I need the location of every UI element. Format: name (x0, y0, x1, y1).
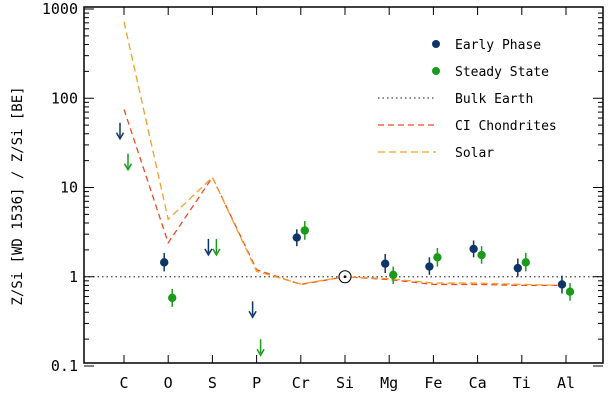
x-tick-label: Mg (380, 374, 398, 392)
early-phase-upper-limit-arrow (204, 248, 213, 257)
steady-state-point (521, 258, 530, 267)
early-phase-point (381, 259, 390, 268)
y-tick-label: 1000 (42, 0, 78, 18)
steady-state-point (433, 253, 442, 262)
legend-marker (432, 67, 440, 75)
axis-ticks: 0.1 1 10 100 1000 C O S P Cr Si Mg Fe Ca Ti Al (42, 0, 603, 392)
y-tick-label: 0.1 (51, 357, 78, 375)
legend-label: Bulk Earth (455, 92, 533, 107)
data-points (115, 122, 575, 357)
steady-state-upper-limit-arrow (256, 348, 265, 357)
steady-state-upper-limit-arrow (212, 248, 221, 257)
x-tick-label: Cr (292, 374, 310, 392)
legend-label: Solar (455, 146, 494, 161)
steady-state-point (477, 250, 486, 260)
steady-state-point (565, 287, 575, 296)
legend-marker (432, 40, 440, 48)
early-phase-point (513, 263, 522, 273)
legend-label: CI Chondrites (455, 119, 557, 134)
steady-state-point (300, 226, 309, 235)
x-tick-label: Si (336, 374, 354, 392)
solar-line (123, 21, 567, 287)
early-phase-point (292, 233, 301, 242)
early-phase-upper-limit-arrow (115, 132, 125, 141)
x-tick-label: Ca (469, 374, 487, 392)
ci-chondrites-line (123, 109, 566, 287)
x-tick-label: Al (557, 374, 575, 392)
early-phase-point (469, 244, 478, 254)
x-tick-label: P (252, 374, 261, 392)
legend-label: Early Phase (455, 38, 541, 53)
x-tick-label: C (119, 374, 128, 392)
legend: Early Phase Steady State Bulk Earth CI Chon… (378, 38, 557, 161)
x-tick-label: Fe (424, 374, 442, 392)
y-tick-label: 100 (51, 89, 78, 107)
early-phase-point (160, 258, 169, 267)
x-tick-label: Ti (513, 374, 531, 392)
x-tick-label: S (208, 374, 217, 392)
x-tick-label: O (164, 374, 173, 392)
legend-label: Steady State (455, 65, 549, 80)
early-phase-point (557, 280, 567, 289)
sun-symbol-center (343, 275, 347, 279)
early-phase-upper-limit-arrow (248, 310, 257, 319)
model-lines (84, 21, 603, 287)
y-axis-title: Z/Si [WD 1536] / Z/Si [BE] (10, 86, 26, 305)
y-tick-label: 10 (60, 179, 78, 197)
steady-state-point (389, 270, 398, 280)
plot-frame (83, 6, 604, 364)
steady-state-point (168, 293, 177, 303)
early-phase-point (425, 262, 434, 271)
steady-state-upper-limit-arrow (123, 163, 133, 172)
y-tick-label: 1 (69, 268, 78, 286)
